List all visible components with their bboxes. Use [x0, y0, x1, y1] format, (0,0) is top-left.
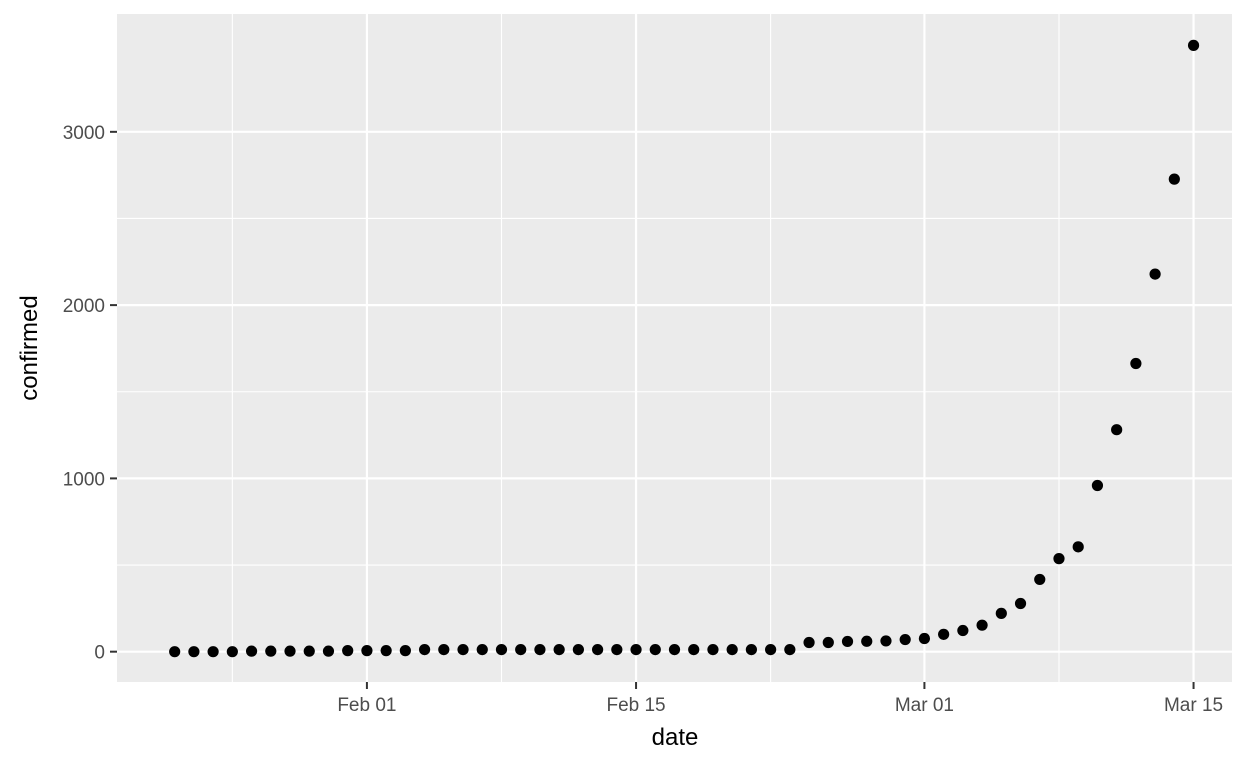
data-point	[918, 632, 931, 645]
data-point	[1091, 479, 1104, 492]
y-axis-title: confirmed	[16, 295, 43, 400]
data-point	[1187, 39, 1200, 51]
data-point	[880, 635, 892, 647]
y-axis: 0 1000 2000 3000	[63, 123, 117, 664]
data-point	[553, 643, 565, 656]
x-tick-label: Feb 15	[606, 695, 665, 716]
data-point	[649, 643, 661, 656]
data-point	[207, 646, 219, 658]
data-point	[668, 643, 681, 656]
data-point	[1168, 173, 1180, 185]
data-point	[515, 643, 527, 656]
data-point	[841, 635, 854, 648]
data-point	[611, 643, 623, 656]
data-point	[957, 624, 969, 637]
data-point	[572, 643, 584, 656]
data-point	[495, 643, 508, 656]
data-point	[938, 628, 950, 640]
data-point	[1130, 357, 1142, 370]
data-point	[995, 607, 1007, 619]
data-point	[1111, 424, 1123, 436]
data-point	[342, 645, 354, 657]
data-point	[688, 643, 700, 656]
data-point	[745, 643, 757, 656]
y-tick-label: 2000	[63, 296, 105, 317]
x-tick-label: Feb 01	[337, 695, 396, 716]
x-tick-label: Mar 01	[895, 695, 954, 716]
data-point	[803, 636, 815, 649]
data-point	[784, 643, 796, 656]
data-point	[380, 645, 392, 657]
major-gridlines	[117, 14, 1232, 682]
x-axis: Feb 01 Feb 15 Mar 01 Mar 15	[337, 682, 1223, 716]
data-points	[169, 39, 1200, 658]
plot-panel	[117, 14, 1232, 682]
data-point	[399, 645, 411, 657]
y-tick-label: 1000	[63, 469, 105, 490]
y-tick-label: 0	[94, 643, 105, 664]
data-point	[630, 643, 642, 656]
data-point	[226, 646, 238, 658]
data-point	[457, 643, 469, 656]
y-tick-label: 3000	[63, 123, 105, 144]
data-point	[303, 645, 315, 657]
data-point	[534, 643, 546, 656]
data-point	[707, 643, 719, 656]
data-point	[1072, 541, 1084, 553]
data-point	[245, 645, 258, 657]
data-point	[418, 643, 431, 656]
data-point	[765, 643, 777, 656]
data-point	[476, 643, 488, 656]
data-point	[188, 646, 200, 658]
data-point	[1149, 268, 1161, 280]
data-point	[169, 646, 181, 658]
data-point	[899, 633, 911, 646]
data-point	[861, 635, 873, 647]
data-point	[1034, 573, 1046, 586]
data-point	[1014, 597, 1027, 610]
data-point	[322, 645, 335, 657]
data-point	[265, 645, 277, 657]
x-axis-title: date	[652, 724, 699, 751]
data-point	[1053, 553, 1065, 565]
data-point	[438, 643, 450, 656]
data-point	[592, 643, 604, 656]
data-point	[822, 636, 834, 649]
data-point	[976, 619, 988, 631]
data-point	[726, 643, 738, 656]
data-point	[284, 645, 296, 657]
data-point	[361, 645, 373, 657]
x-tick-label: Mar 15	[1164, 695, 1223, 716]
minor-gridlines	[117, 14, 1232, 682]
